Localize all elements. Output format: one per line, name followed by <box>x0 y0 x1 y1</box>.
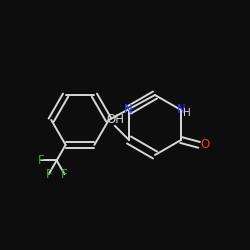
Text: O: O <box>200 138 209 151</box>
Text: F: F <box>38 154 44 167</box>
Text: OH: OH <box>107 113 125 126</box>
Text: N: N <box>177 103 186 116</box>
Text: N: N <box>124 103 133 116</box>
Text: F: F <box>61 168 68 181</box>
Text: H: H <box>182 108 190 118</box>
Text: F: F <box>46 168 52 181</box>
